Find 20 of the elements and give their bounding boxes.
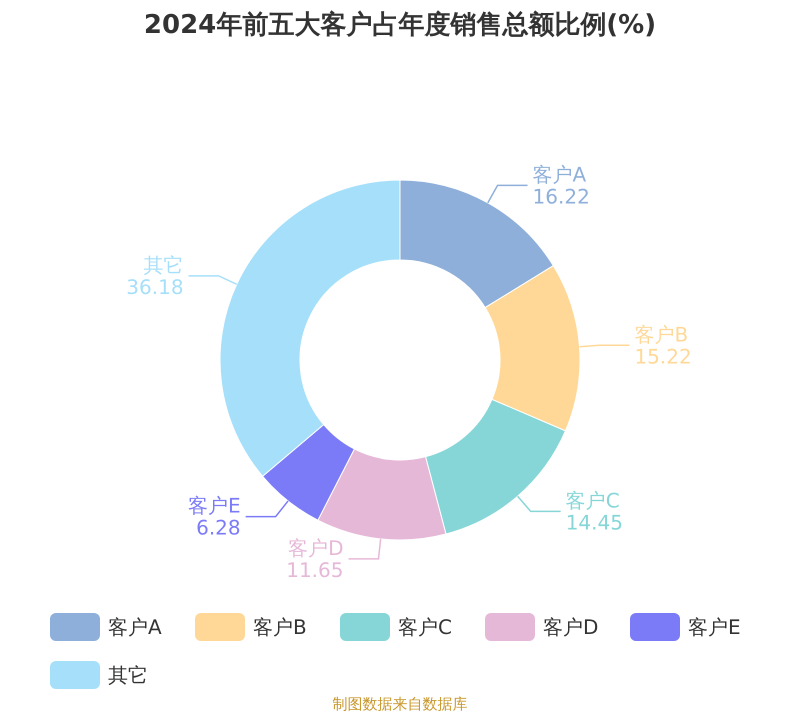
data-label: 11.65: [286, 558, 344, 582]
legend-label: 客户A: [108, 615, 162, 639]
data-label: 15.22: [634, 344, 692, 368]
data-label: 6.28: [196, 516, 241, 540]
slice-label: 客户D: [288, 536, 344, 560]
legend-label: 客户D: [543, 615, 598, 639]
data-label: 36.18: [126, 274, 184, 299]
legend-label: 客户C: [398, 615, 452, 639]
slice-label: 其它: [144, 252, 184, 277]
slice-label: 客户E: [188, 494, 241, 518]
slice-label: 客户A: [532, 162, 587, 186]
legend-label: 其它: [108, 663, 148, 687]
legend-label: 客户E: [688, 615, 741, 639]
legend-label: 客户B: [253, 615, 307, 639]
text: 制图数据来自数据库: [332, 695, 468, 713]
data-label: 16.22: [532, 184, 590, 208]
data-label: 14.45: [566, 510, 623, 534]
slice-label: 客户C: [566, 488, 620, 512]
slice-label: 客户B: [634, 322, 688, 346]
chart-title: 2024年前五大客户占年度销售总额比例(%): [144, 10, 656, 40]
